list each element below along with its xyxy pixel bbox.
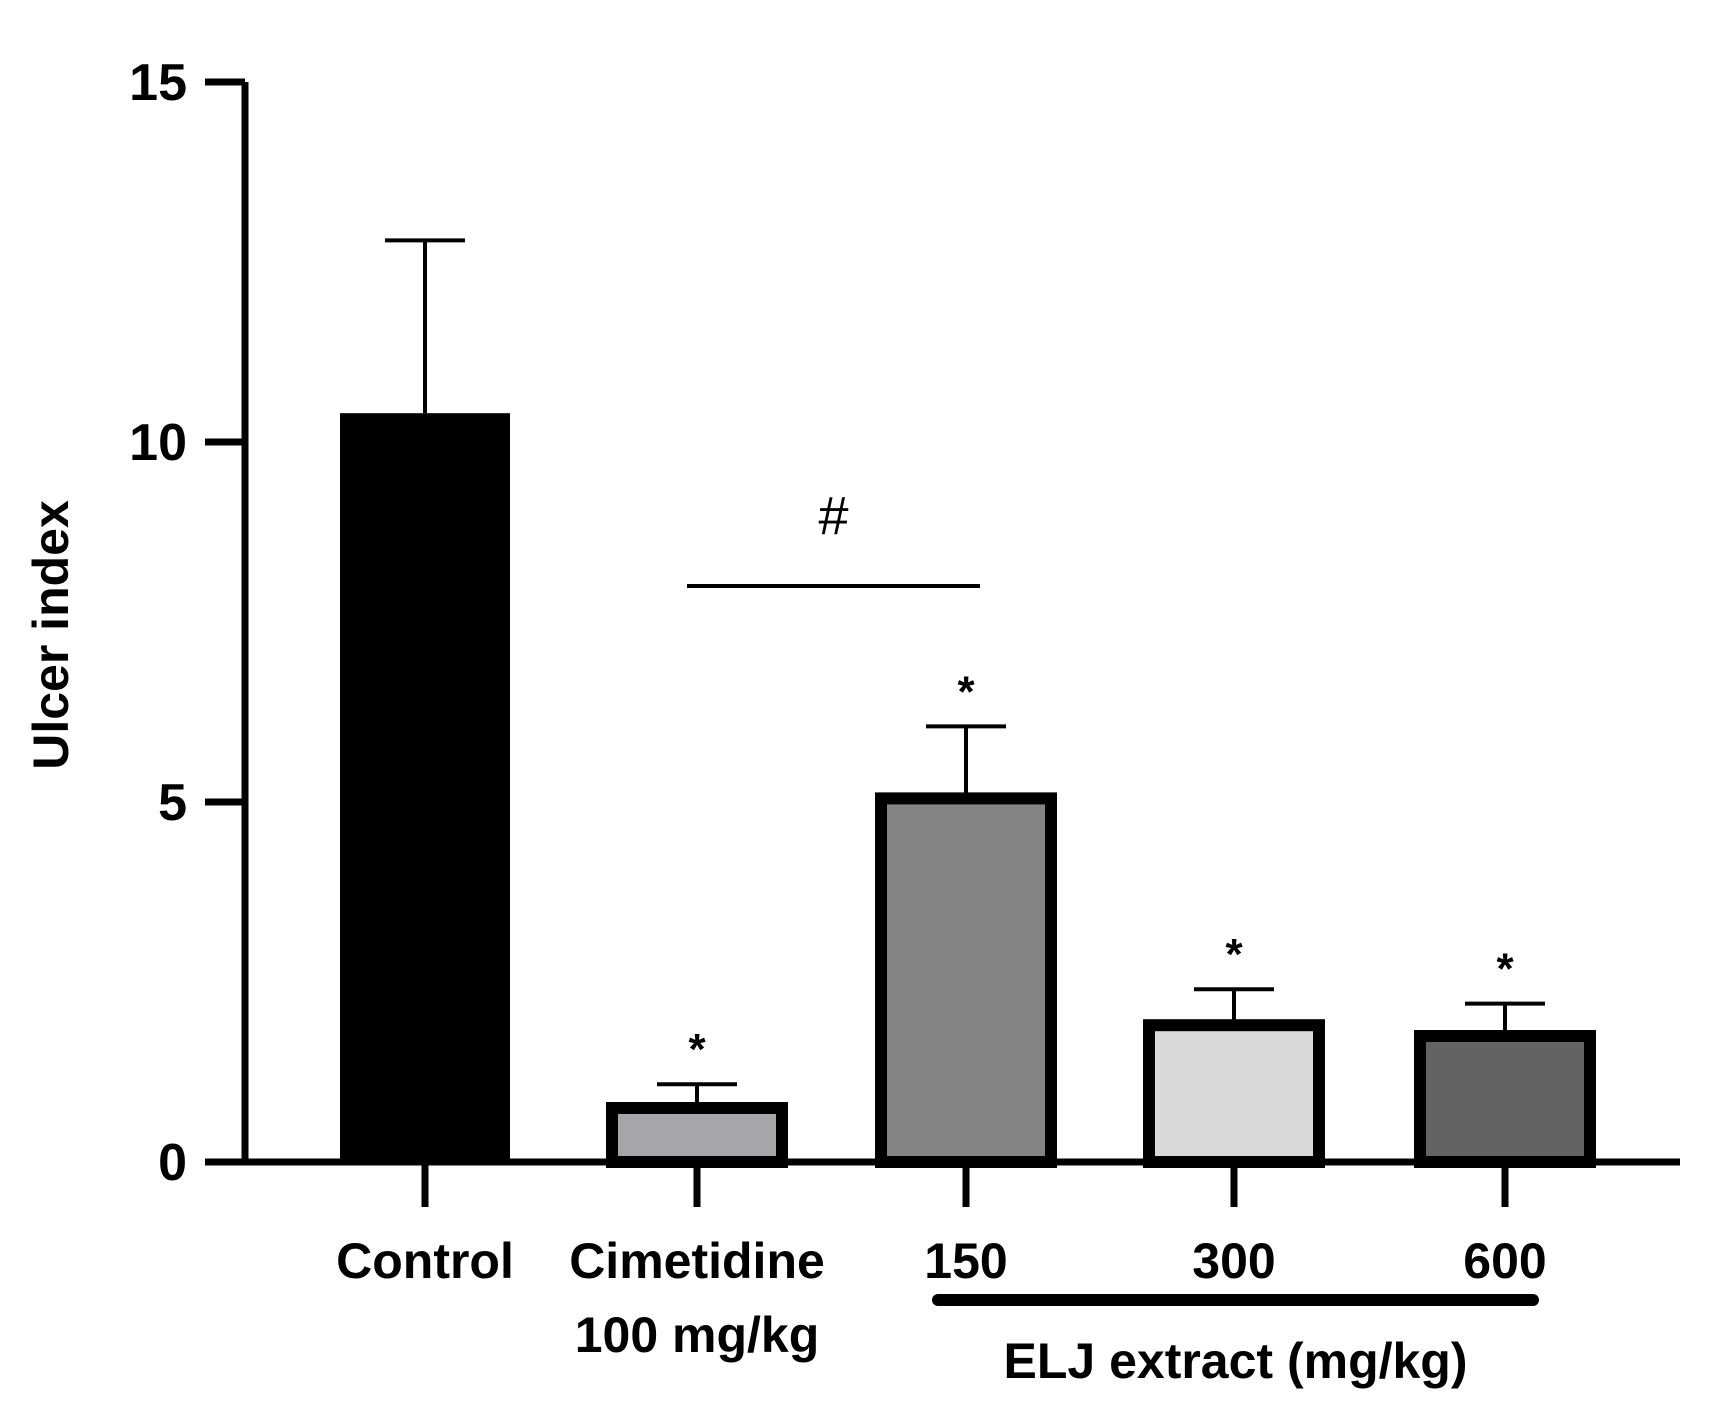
significance-mark: * <box>957 667 975 716</box>
y-tick-label: 0 <box>158 1134 187 1192</box>
bar <box>875 792 1057 1169</box>
comparison-mark: # <box>818 486 848 546</box>
bar <box>340 413 510 1162</box>
ticks-layer <box>205 78 1509 1207</box>
bar <box>606 1102 788 1168</box>
bar <box>1414 1030 1596 1168</box>
x-tick-label: Cimetidine <box>569 1233 825 1289</box>
y-tick-label: 5 <box>158 774 187 832</box>
x-tick-label: 150 <box>924 1233 1007 1289</box>
x-tick-label-line2: 100 mg/kg <box>575 1307 820 1363</box>
bars-layer <box>340 238 1596 1169</box>
axes-layer <box>241 82 1680 1166</box>
y-tick-label: 15 <box>129 54 187 112</box>
x-tick-label: 600 <box>1463 1233 1546 1289</box>
labels-layer: 0 5 10 15 Control Cimetidine 100 mg/kg * 150 * 300… <box>129 54 1547 1389</box>
significance-mark: * <box>1496 945 1514 994</box>
group-label: ELJ extract (mg/kg) <box>1003 1333 1467 1389</box>
significance-mark: * <box>688 1025 706 1074</box>
y-tick-label: 10 <box>129 414 187 472</box>
x-tick-label: 300 <box>1192 1233 1275 1289</box>
significance-mark: * <box>1225 930 1243 979</box>
bar <box>1143 1019 1325 1168</box>
x-tick-label: Control <box>336 1233 514 1289</box>
y-axis-title: Ulcer index <box>23 500 79 770</box>
